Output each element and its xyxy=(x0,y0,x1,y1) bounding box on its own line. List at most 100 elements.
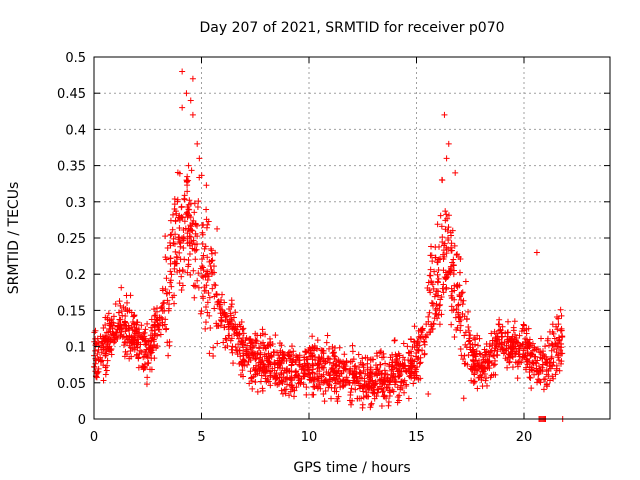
data-point xyxy=(133,330,140,337)
data-point xyxy=(170,240,177,247)
data-point xyxy=(362,354,369,361)
data-point xyxy=(194,203,201,210)
data-point xyxy=(443,274,450,281)
data-point xyxy=(223,313,230,320)
data-point xyxy=(205,289,212,296)
data-point xyxy=(377,361,384,368)
data-point xyxy=(448,266,455,273)
data-point xyxy=(230,360,237,367)
data-point xyxy=(421,351,428,358)
data-point xyxy=(495,321,502,328)
data-point xyxy=(515,358,522,365)
data-point xyxy=(249,350,256,357)
data-point xyxy=(199,256,206,263)
data-point xyxy=(332,377,339,384)
data-point xyxy=(253,338,260,345)
data-point xyxy=(401,356,408,363)
data-point xyxy=(396,368,403,375)
data-point xyxy=(538,335,545,342)
data-point xyxy=(505,354,512,361)
data-point xyxy=(376,376,383,383)
data-point xyxy=(248,349,255,356)
chart-title: Day 207 of 2021, SRMTID for receiver p07… xyxy=(199,20,504,36)
data-point xyxy=(405,395,412,402)
data-point xyxy=(441,240,448,247)
data-point xyxy=(524,358,531,365)
data-point xyxy=(296,373,303,380)
data-point xyxy=(176,225,183,232)
data-point xyxy=(198,272,205,279)
data-point xyxy=(332,380,339,387)
data-point xyxy=(458,296,465,303)
data-point xyxy=(427,329,434,336)
data-point xyxy=(433,301,440,308)
data-point xyxy=(172,248,179,255)
data-point xyxy=(239,367,246,374)
data-point xyxy=(408,374,415,381)
data-point xyxy=(414,346,421,353)
data-point xyxy=(186,197,193,204)
data-point xyxy=(279,355,286,362)
data-point xyxy=(491,361,498,368)
data-point xyxy=(273,349,280,356)
data-point xyxy=(108,321,115,328)
data-point xyxy=(433,311,440,318)
data-point xyxy=(92,360,99,367)
data-point xyxy=(465,323,472,330)
data-point xyxy=(195,284,202,291)
data-point xyxy=(440,281,447,288)
data-point xyxy=(328,364,335,371)
data-point xyxy=(156,314,163,321)
data-point xyxy=(246,380,253,387)
data-point xyxy=(434,271,441,278)
data-point xyxy=(391,337,398,344)
data-point xyxy=(221,324,228,331)
data-point xyxy=(145,359,152,366)
data-point xyxy=(174,254,181,261)
data-point xyxy=(542,343,549,350)
data-point xyxy=(176,249,183,256)
y-tick-label: 0.3 xyxy=(65,196,86,211)
data-point xyxy=(399,384,406,391)
data-point xyxy=(174,169,181,176)
data-point xyxy=(478,359,485,366)
data-point xyxy=(465,308,472,315)
data-point xyxy=(434,221,441,228)
data-point xyxy=(373,366,380,373)
data-point xyxy=(147,350,154,357)
data-point xyxy=(436,321,443,328)
data-point xyxy=(542,376,549,383)
data-point xyxy=(178,204,185,211)
data-point xyxy=(102,351,109,358)
data-point xyxy=(181,218,188,225)
data-point xyxy=(272,372,279,379)
data-point xyxy=(121,353,128,360)
data-point xyxy=(513,348,520,355)
data-point xyxy=(459,289,466,296)
data-point xyxy=(280,352,287,359)
data-point xyxy=(435,288,442,295)
data-point xyxy=(189,220,196,227)
data-point xyxy=(284,381,291,388)
data-point xyxy=(528,350,535,357)
data-point xyxy=(278,378,285,385)
data-point xyxy=(549,321,556,328)
data-point xyxy=(110,313,117,320)
data-point xyxy=(306,349,313,356)
data-point xyxy=(335,375,342,382)
data-point xyxy=(316,373,323,380)
data-point xyxy=(520,321,527,328)
data-point xyxy=(112,301,119,308)
data-point xyxy=(95,368,102,375)
data-point xyxy=(278,369,285,376)
data-point xyxy=(257,364,264,371)
data-point xyxy=(476,335,483,342)
data-point xyxy=(305,366,312,373)
data-point xyxy=(117,316,124,323)
data-point xyxy=(475,342,481,349)
data-point xyxy=(309,344,316,351)
data-point xyxy=(438,294,445,301)
data-point xyxy=(328,395,335,402)
data-point xyxy=(108,351,115,358)
data-point xyxy=(185,162,192,169)
